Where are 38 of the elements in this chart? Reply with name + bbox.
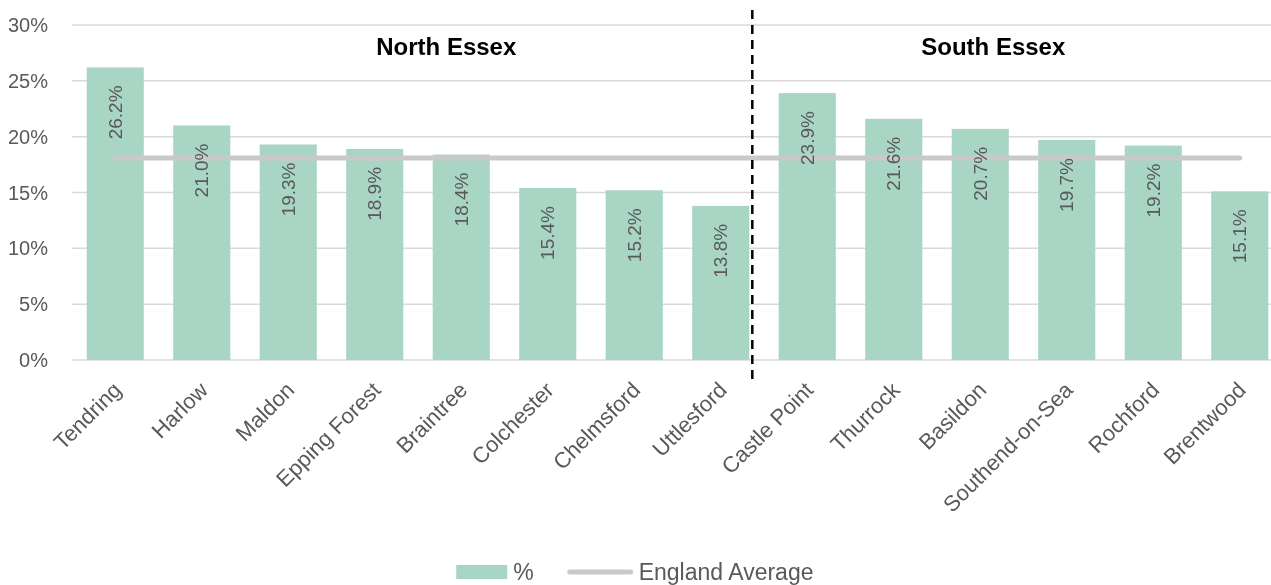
y-tick-label: 10% <box>7 237 49 260</box>
y-tick-label: 15% <box>7 181 49 204</box>
data-label: 20.7% <box>969 146 991 201</box>
bar <box>519 188 577 360</box>
data-label: 26.2% <box>104 85 126 140</box>
bar <box>86 67 144 360</box>
bar <box>1124 145 1182 360</box>
y-tick-label: 0% <box>19 349 49 371</box>
annotation: South Essex <box>921 33 1066 61</box>
y-tick-label: 5% <box>19 293 49 316</box>
data-label: 15.4% <box>537 205 559 260</box>
data-label: 19.7% <box>1056 157 1078 212</box>
bar <box>1038 140 1096 360</box>
data-label: 23.9% <box>796 111 818 165</box>
y-tick-label: 30% <box>7 14 49 36</box>
bar <box>865 118 923 360</box>
bar <box>259 144 317 360</box>
data-label: 15.1% <box>1229 209 1251 264</box>
data-label: 13.8% <box>710 223 732 278</box>
bar <box>692 205 750 360</box>
data-label: 21.0% <box>191 143 213 198</box>
y-tick-label: 20% <box>7 125 49 148</box>
data-label: 21.6% <box>883 136 905 191</box>
data-label: 19.2% <box>1142 163 1164 218</box>
legend-label: % <box>513 559 534 585</box>
y-tick-label: 25% <box>7 69 49 92</box>
annotation: North Essex <box>376 33 517 61</box>
data-label: 19.3% <box>277 162 299 217</box>
bar <box>346 148 404 360</box>
bar <box>951 128 1009 360</box>
data-label: 18.4% <box>450 172 472 227</box>
bar <box>1211 191 1269 360</box>
bar <box>173 125 231 360</box>
data-label: 15.2% <box>623 208 645 263</box>
bar <box>778 93 836 360</box>
bar <box>605 190 663 360</box>
legend-label: England Average <box>638 559 814 585</box>
data-label: 18.9% <box>364 166 386 221</box>
